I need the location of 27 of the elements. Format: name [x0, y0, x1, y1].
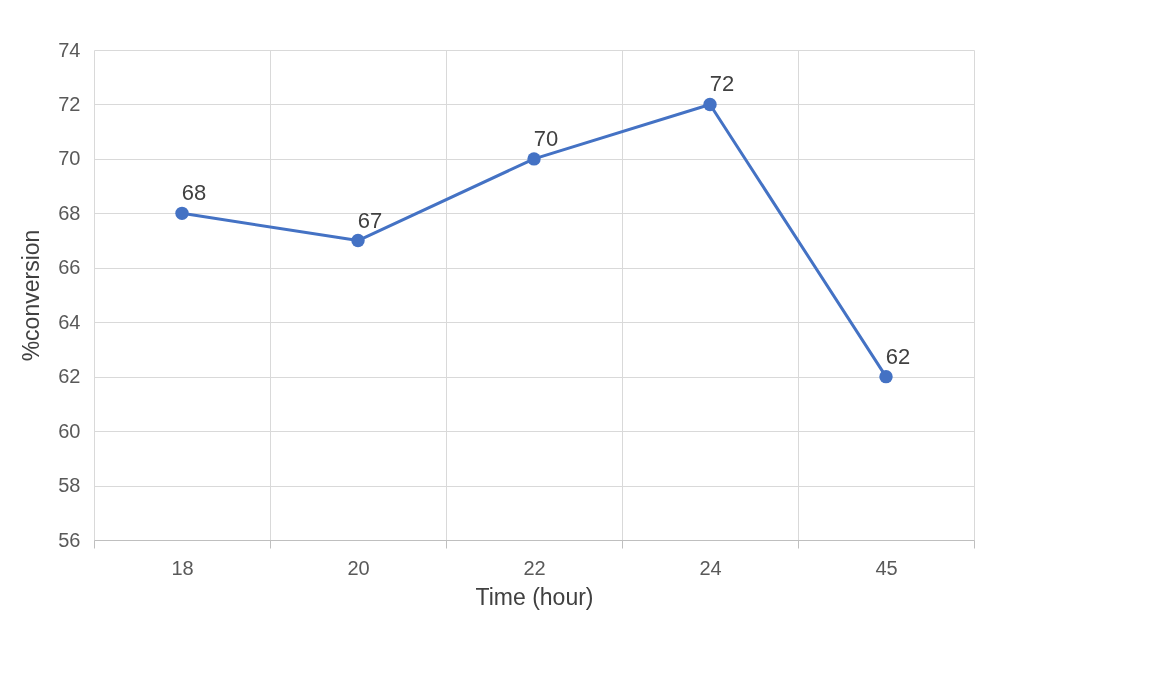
y-tick-label: 66 — [58, 256, 81, 279]
x-tick-label: 18 — [171, 556, 194, 579]
point — [527, 152, 541, 166]
y-tick-label: 70 — [58, 147, 81, 170]
y-axis-title: %conversion — [18, 229, 45, 362]
y-tick-label: 74 — [58, 38, 81, 61]
y-tick-label: 62 — [58, 365, 81, 388]
data-label: 67 — [357, 207, 383, 233]
x-tick-label: 45 — [875, 556, 898, 579]
y-tick-label: 68 — [58, 201, 81, 224]
data-label: 70 — [533, 125, 559, 151]
point — [879, 369, 893, 384]
y-tick-label: 72 — [58, 92, 81, 115]
y-tick-label: 60 — [58, 419, 81, 442]
y-tick-label: 56 — [58, 528, 81, 551]
data-label: 68 — [181, 180, 207, 206]
point — [351, 233, 365, 248]
data-label: 62 — [885, 343, 911, 369]
x-tick-label: 24 — [699, 556, 722, 579]
x-tick-label: 20 — [347, 556, 370, 579]
x-axis-title: Time (hour) — [475, 583, 594, 610]
y-tick-label: 58 — [58, 474, 81, 497]
data-label: 72 — [709, 71, 735, 97]
y-tick-label: 64 — [58, 310, 81, 333]
x-tick-label: 22 — [523, 556, 546, 579]
point — [175, 206, 189, 221]
point — [703, 97, 717, 112]
